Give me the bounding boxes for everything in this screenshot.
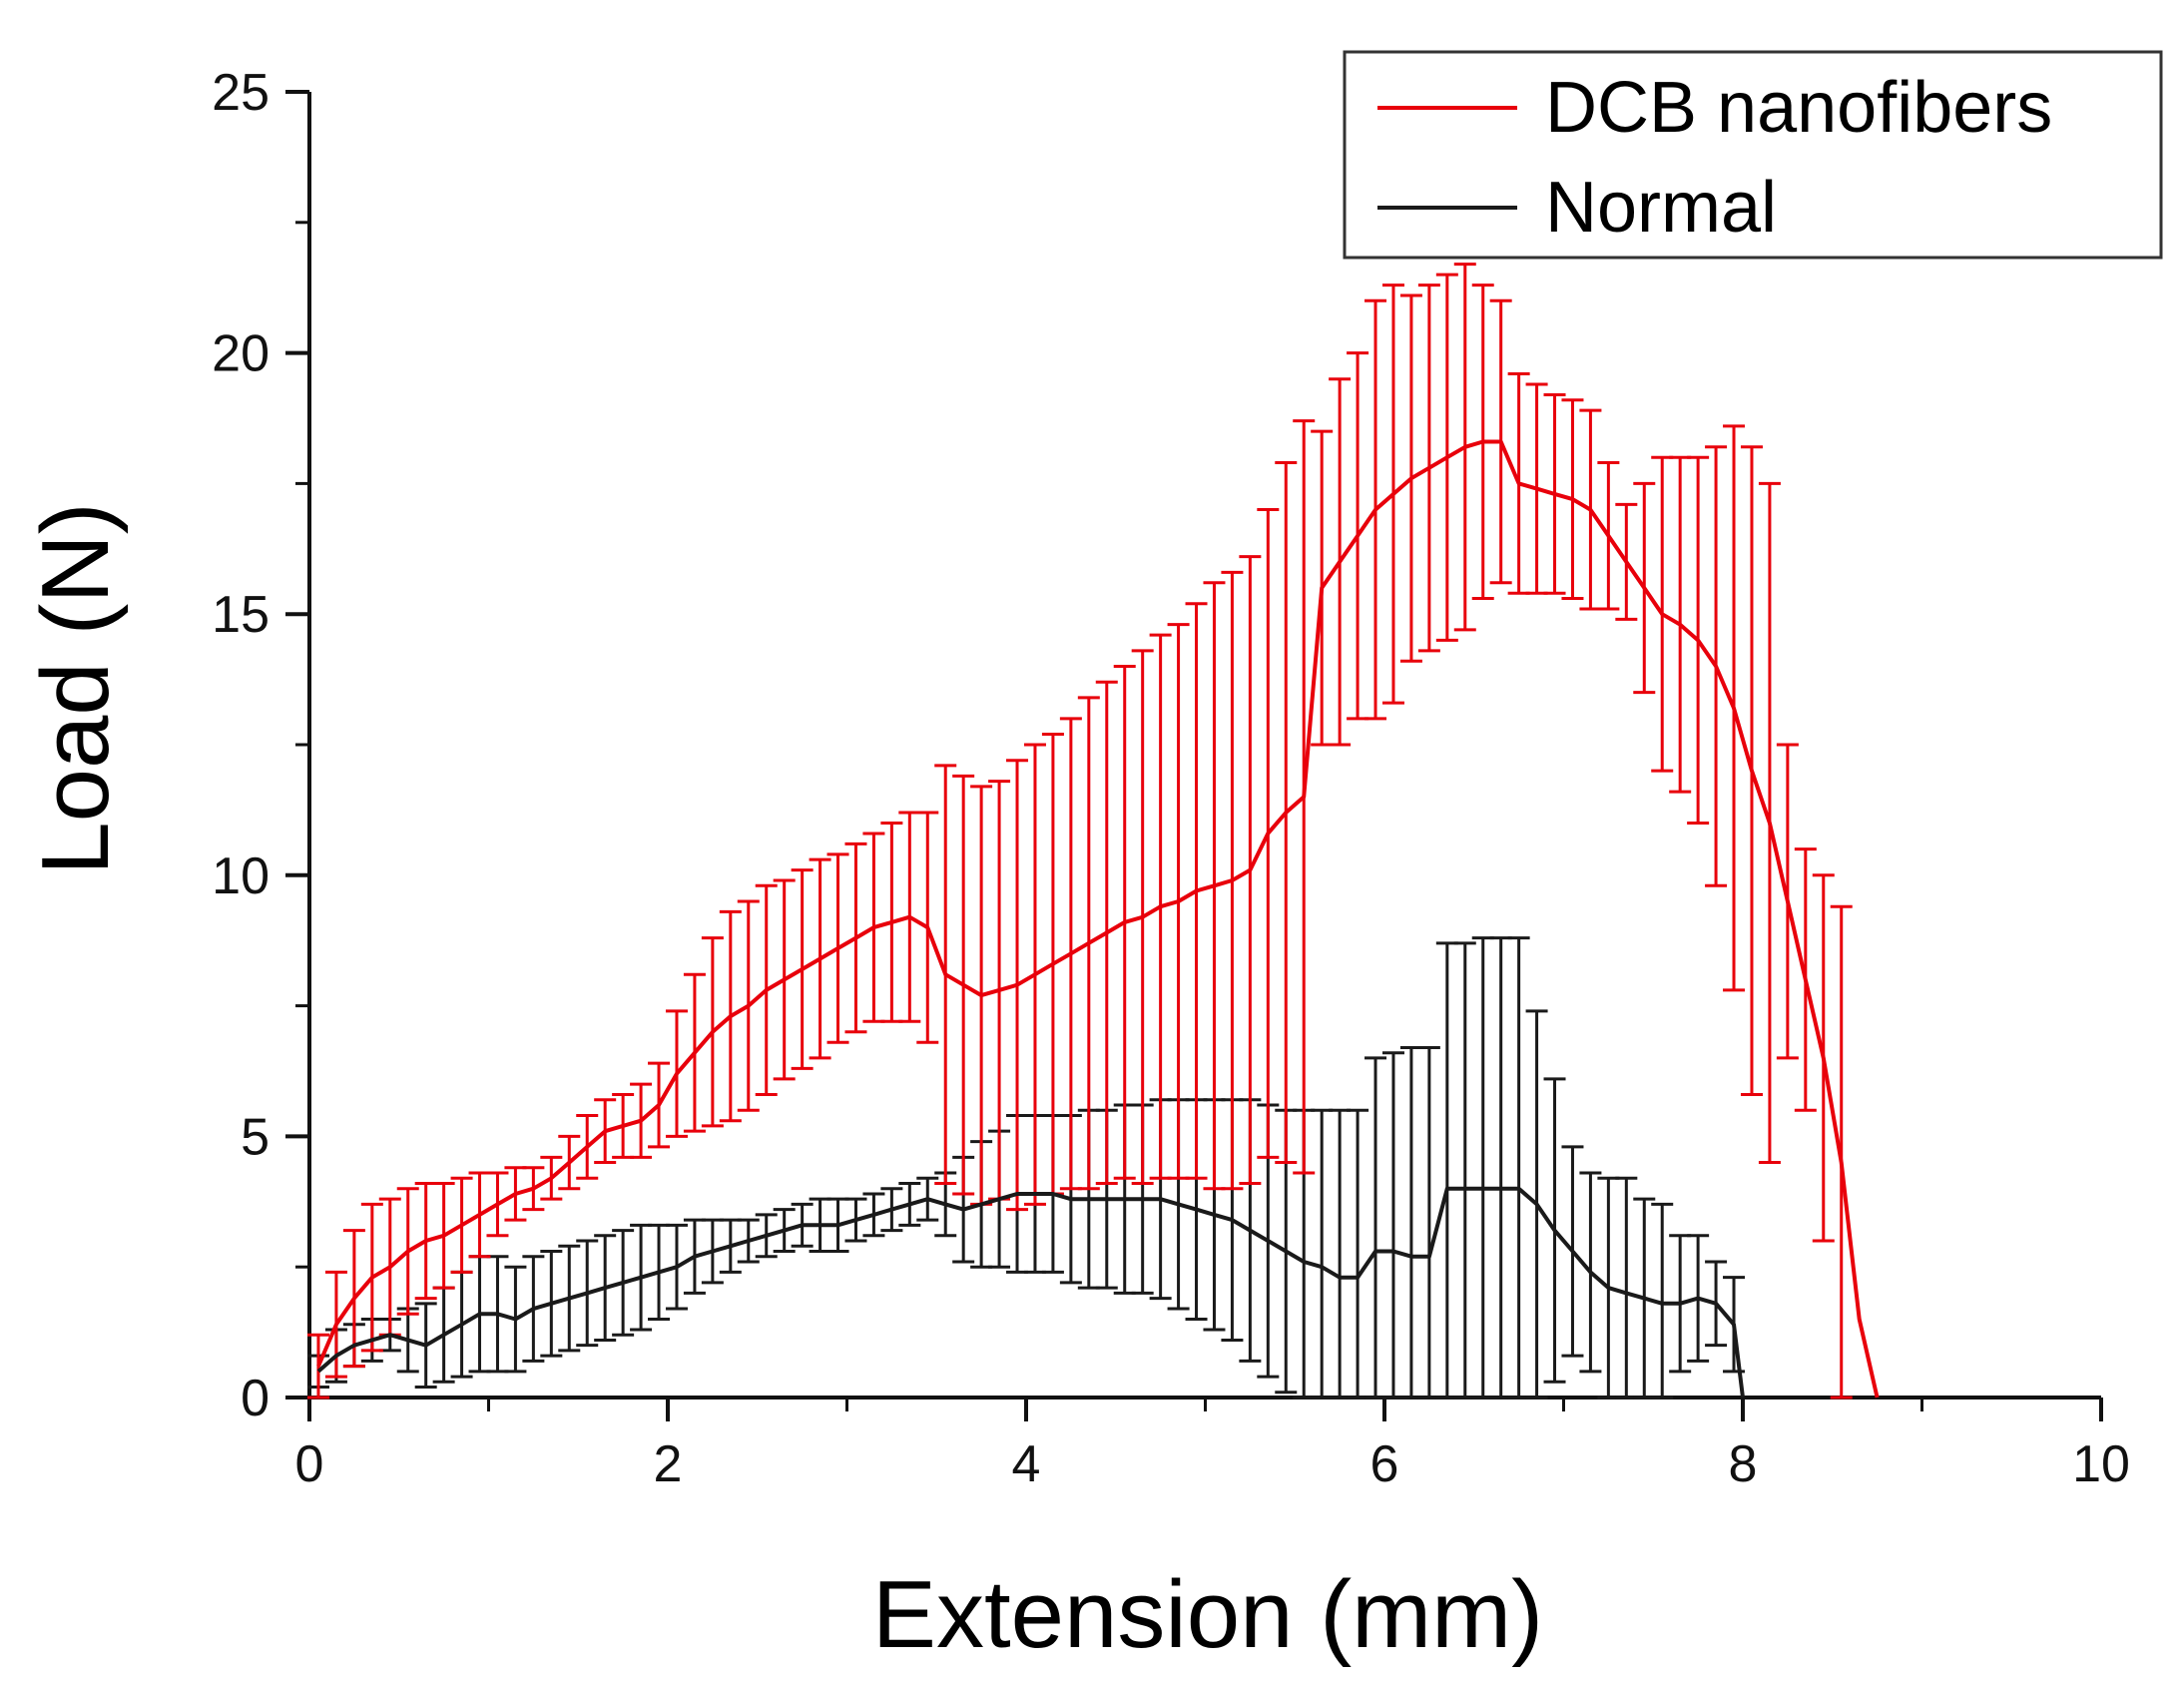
- x-tick-label: 6: [1370, 1435, 1399, 1493]
- normal-error-bar: [1399, 1045, 1422, 1400]
- y-tick-label: 25: [212, 64, 270, 122]
- y-tick-label: 20: [212, 325, 270, 383]
- y-tick-label: 10: [212, 847, 270, 905]
- normal-error-bar: [1615, 1176, 1638, 1400]
- normal-error-bar: [1489, 936, 1512, 1400]
- error-bars: [306, 263, 1853, 1400]
- dcb-nanofibers-line: [316, 439, 1880, 1399]
- normal-error-bar: [1381, 1051, 1404, 1400]
- x-axis-title: Extension (mm): [872, 1561, 1543, 1668]
- legend-label-normal: Normal: [1545, 168, 1777, 248]
- x-tick-label: 4: [1012, 1435, 1041, 1493]
- legend: DCB nanofibers Normal: [1343, 50, 2163, 260]
- normal-error-bar: [1347, 1108, 1369, 1400]
- tick-labels: 0 2 4 6 8 10 0 5 10 15 20 25: [212, 64, 2130, 1493]
- x-tick-label: 10: [2072, 1435, 2130, 1493]
- x-tick-label: 2: [654, 1435, 683, 1493]
- dcb-error-bar: [306, 1333, 329, 1400]
- normal-error-bar: [1435, 941, 1458, 1400]
- normal-error-bar: [1507, 936, 1530, 1400]
- y-tick-label: 15: [212, 586, 270, 644]
- axes: [285, 90, 2103, 1421]
- normal-error-bar: [1453, 941, 1476, 1400]
- series-lines: [316, 439, 1880, 1399]
- normal-error-bar: [1329, 1108, 1352, 1400]
- y-tick-label: 5: [241, 1108, 270, 1166]
- normal-error-bar: [1311, 1108, 1334, 1400]
- y-tick-label: 0: [241, 1370, 270, 1427]
- legend-label-dcb: DCB nanofibers: [1545, 68, 2052, 148]
- x-tick-label: 8: [1729, 1435, 1758, 1493]
- legend-box: [1343, 50, 2163, 260]
- y-axis-title: Load (N): [22, 502, 129, 875]
- normal-line: [316, 1186, 1745, 1399]
- normal-error-bar: [1651, 1202, 1674, 1400]
- normal-error-bar: [1471, 936, 1494, 1400]
- x-tick-label: 0: [295, 1435, 324, 1493]
